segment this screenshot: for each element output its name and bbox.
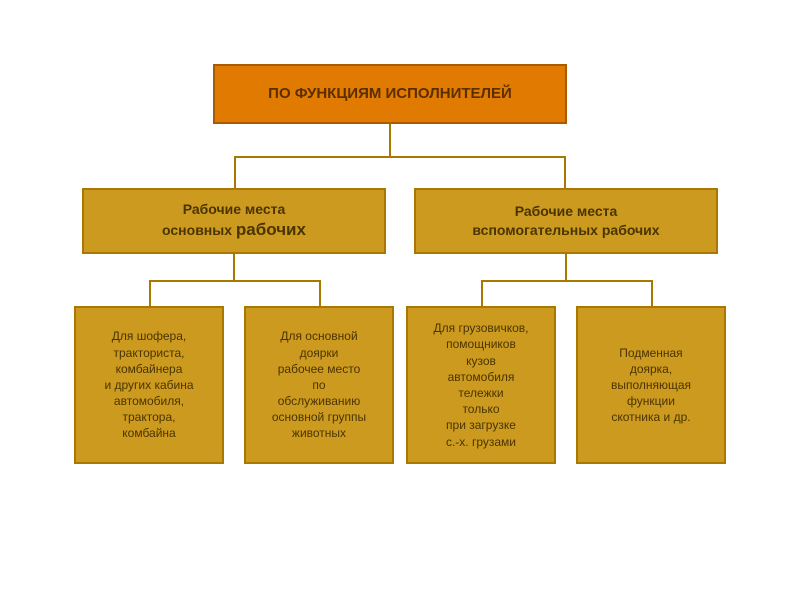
branch-line1: Рабочие места (472, 202, 659, 221)
leaf-driver: Для шофера,тракториста,комбайнераи други… (74, 306, 224, 464)
leaf-loaders: Для грузовичков,помощниковкузовавтомобил… (406, 306, 556, 464)
branch-line1: Рабочие места (162, 200, 306, 219)
branch-label: Рабочие места вспомогательных рабочих (472, 202, 659, 240)
leaf-milkmaid: Для основнойдояркирабочее местопообслужи… (244, 306, 394, 464)
leaf-text: Для грузовичков,помощниковкузовавтомобил… (433, 320, 528, 450)
root-node: ПО ФУНКЦИЯМ ИСПОЛНИТЕЛЕЙ (213, 64, 567, 124)
branch-line2: основных рабочих (162, 219, 306, 242)
leaf-text: Для шофера,тракториста,комбайнераи други… (104, 328, 193, 441)
branch-label: Рабочие места основных рабочих (162, 200, 306, 242)
leaf-text: Подменнаядоярка,выполняющаяфункциискотни… (611, 345, 691, 426)
branch-main-workers: Рабочие места основных рабочих (82, 188, 386, 254)
branch-line2: вспомогательных рабочих (472, 221, 659, 240)
leaf-text: Для основнойдояркирабочее местопообслужи… (272, 328, 366, 441)
leaf-substitute: Подменнаядоярка,выполняющаяфункциискотни… (576, 306, 726, 464)
root-label: ПО ФУНКЦИЯМ ИСПОЛНИТЕЛЕЙ (268, 84, 512, 104)
branch-aux-workers: Рабочие места вспомогательных рабочих (414, 188, 718, 254)
